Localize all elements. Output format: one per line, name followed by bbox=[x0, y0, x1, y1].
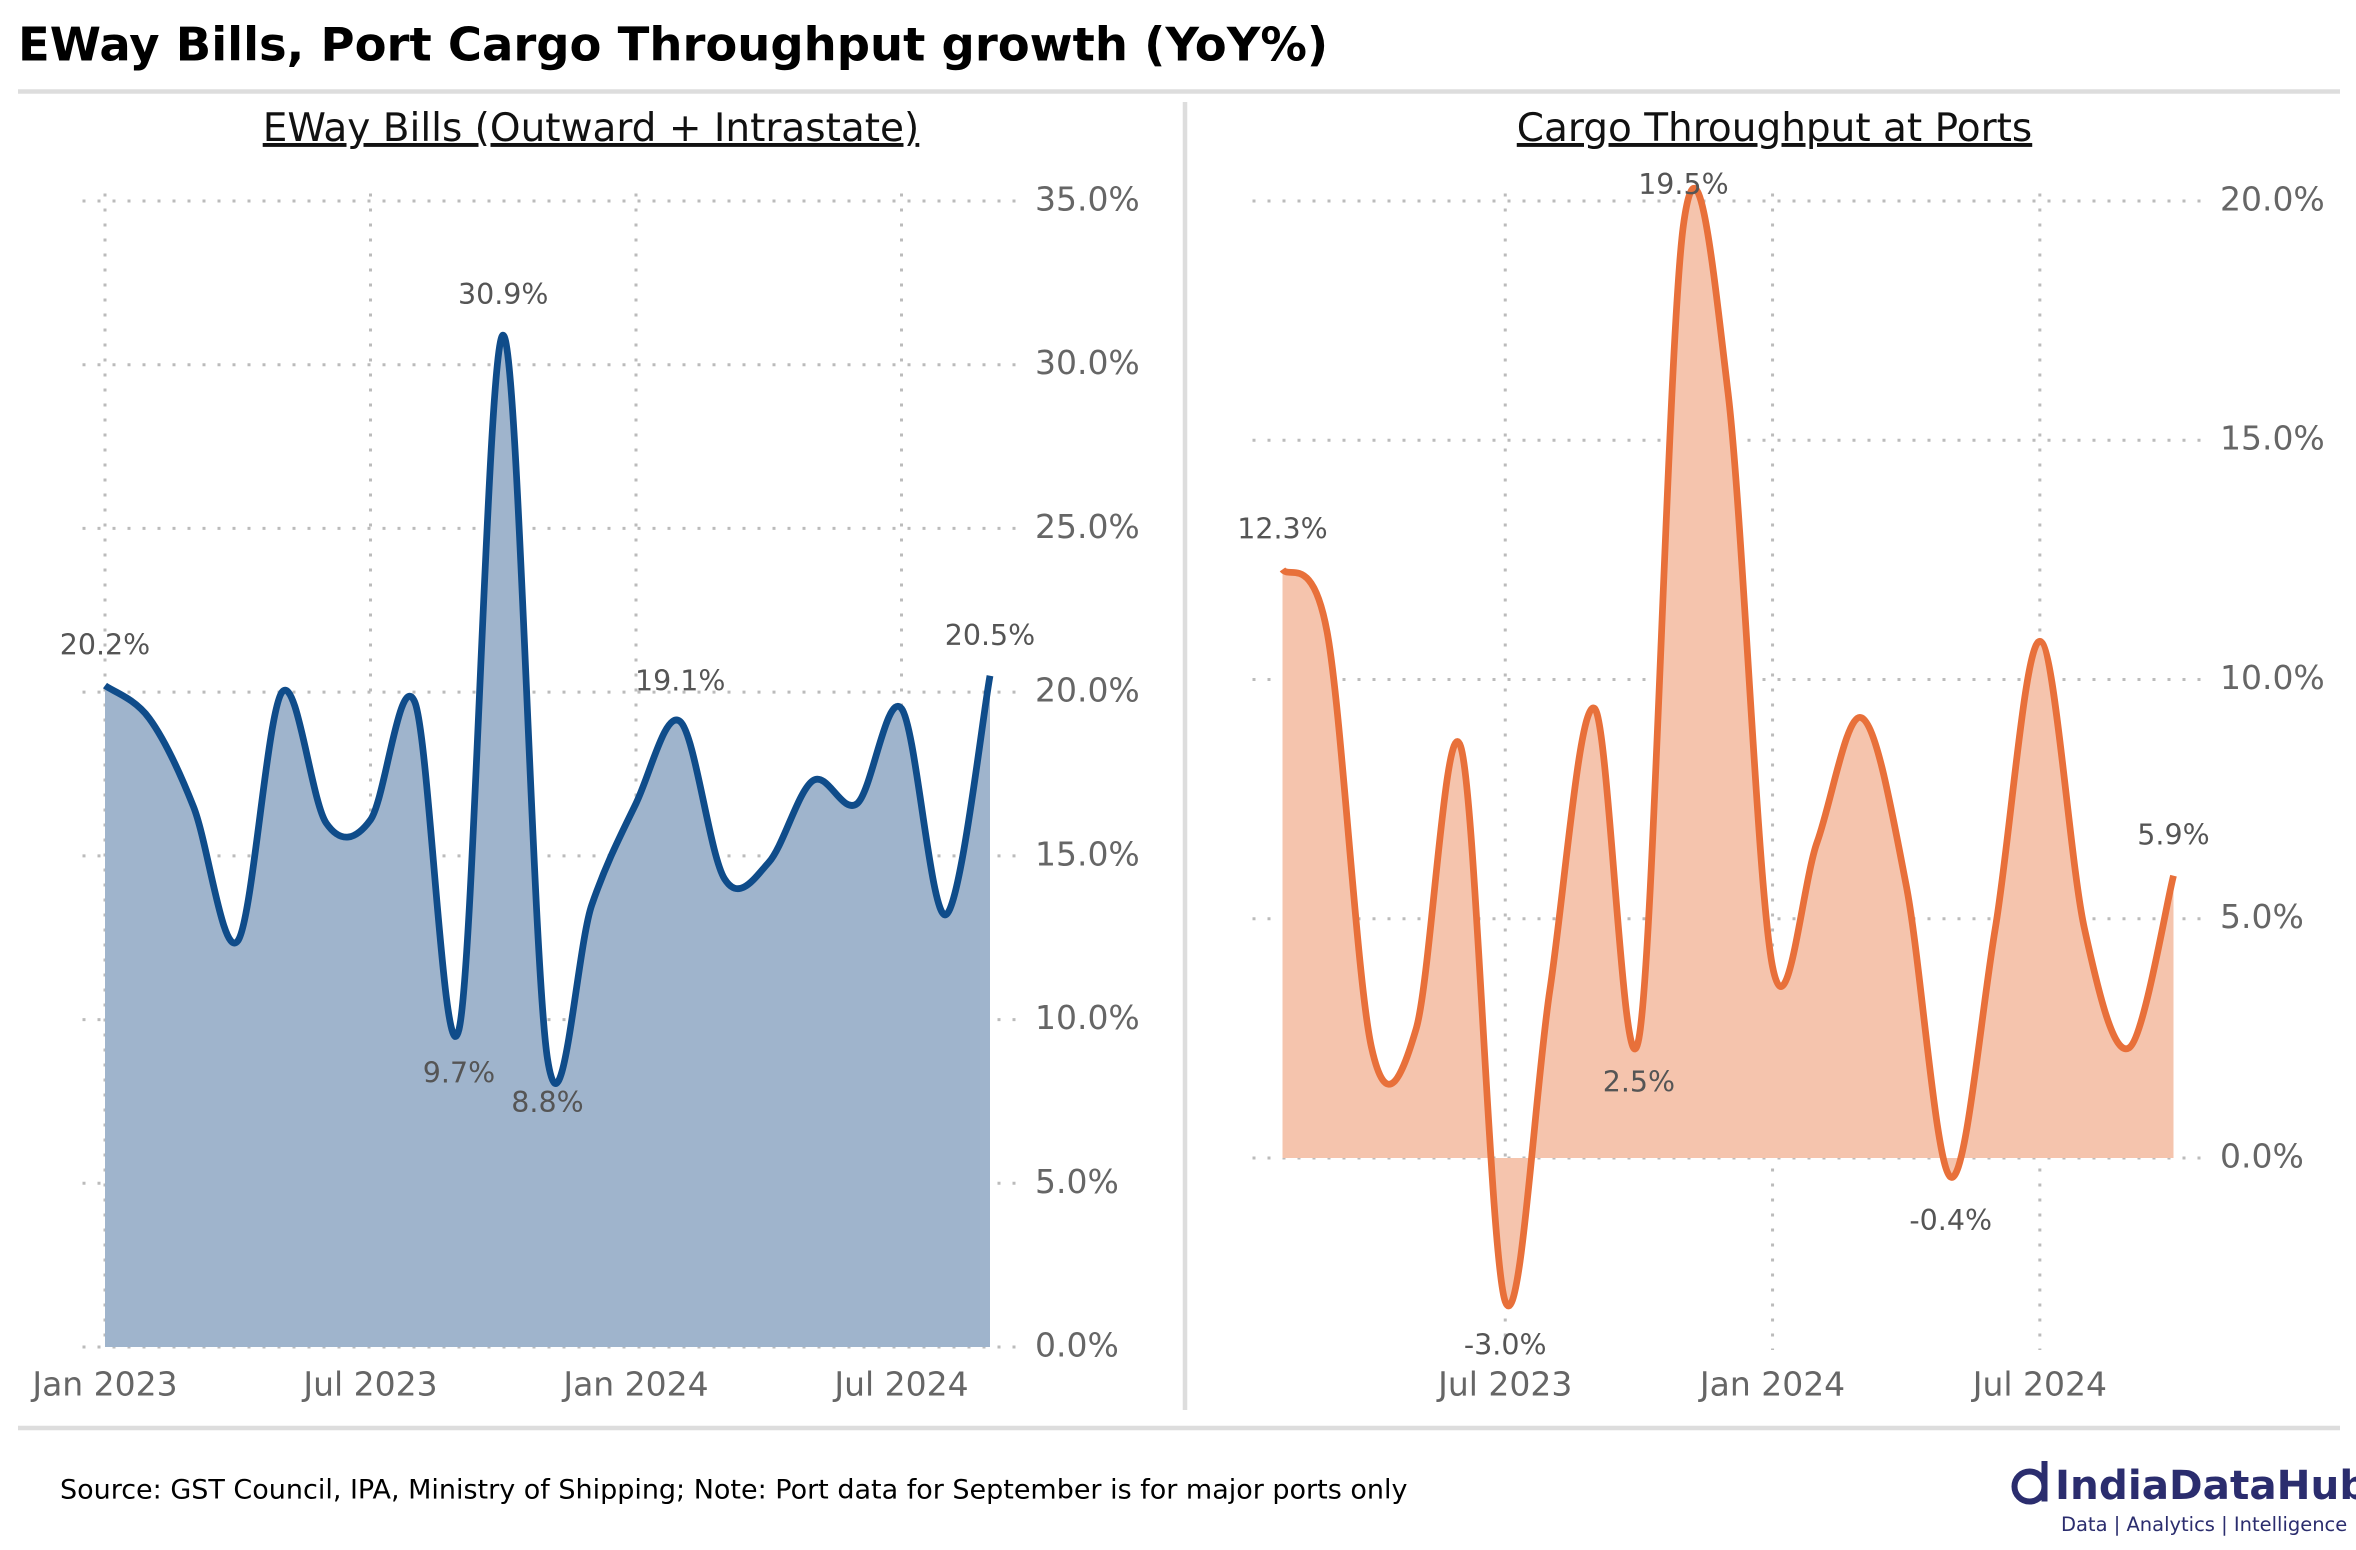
data-label: 5.9% bbox=[2137, 819, 2209, 852]
line bbox=[102, 331, 994, 1087]
data-label: 12.3% bbox=[1237, 512, 1328, 545]
logo-name: IndiaDataHub bbox=[2055, 1461, 2356, 1509]
data-label: 20.2% bbox=[60, 629, 151, 662]
data-label: 2.5% bbox=[1603, 1065, 1675, 1098]
chart-title: EWay Bills (Outward + Intrastate) bbox=[263, 106, 920, 151]
area bbox=[1282, 188, 2174, 1306]
logo: IndiaDataHub Data | Analytics | Intellig… bbox=[2011, 1461, 2356, 1536]
logo-icon bbox=[2011, 1468, 2048, 1505]
chart-title: Cargo Throughput at Ports bbox=[1517, 106, 2032, 151]
x-tick-label: Jul 2023 bbox=[301, 1365, 437, 1404]
y-tick-label: 10.0% bbox=[1035, 998, 1140, 1037]
logo-tagline: Data | Analytics | Intelligence bbox=[2061, 1513, 2347, 1536]
y-tick-label: 20.0% bbox=[1035, 671, 1140, 710]
data-label: -3.0% bbox=[1464, 1329, 1547, 1362]
data-label: -0.4% bbox=[1909, 1204, 1992, 1237]
data-label: 19.5% bbox=[1638, 168, 1729, 201]
y-tick-label: 15.0% bbox=[2220, 419, 2325, 458]
x-tick-label: Jul 2024 bbox=[1971, 1365, 2107, 1404]
x-tick-label: Jan 2024 bbox=[561, 1365, 708, 1404]
data-label: 19.1% bbox=[635, 665, 726, 698]
data-label: 9.7% bbox=[423, 1056, 495, 1089]
y-tick-label: 30.0% bbox=[1035, 343, 1140, 382]
x-tick-label: Jan 2024 bbox=[1698, 1365, 1845, 1404]
data-label: 8.8% bbox=[511, 1086, 583, 1119]
page-title: EWay Bills, Port Cargo Throughput growth… bbox=[18, 18, 1328, 72]
line bbox=[1279, 184, 2177, 1309]
y-tick-label: 0.0% bbox=[1035, 1326, 1119, 1365]
y-tick-label: 20.0% bbox=[2220, 180, 2325, 219]
y-tick-label: 25.0% bbox=[1035, 507, 1140, 546]
x-tick-label: Jan 2023 bbox=[30, 1365, 177, 1404]
y-tick-label: 10.0% bbox=[2220, 658, 2325, 697]
data-label: 20.5% bbox=[945, 619, 1036, 652]
y-tick-label: 5.0% bbox=[1035, 1162, 1119, 1201]
y-tick-label: 0.0% bbox=[2220, 1137, 2304, 1176]
x-tick-label: Jul 2024 bbox=[832, 1365, 968, 1404]
y-tick-label: 35.0% bbox=[1035, 180, 1140, 219]
y-tick-label: 5.0% bbox=[2220, 897, 2304, 936]
area bbox=[104, 335, 990, 1348]
y-tick-label: 15.0% bbox=[1035, 834, 1140, 873]
source-note: Source: GST Council, IPA, Ministry of Sh… bbox=[60, 1475, 1407, 1506]
data-label: 30.9% bbox=[458, 278, 548, 311]
x-tick-label: Jul 2023 bbox=[1436, 1365, 1572, 1404]
